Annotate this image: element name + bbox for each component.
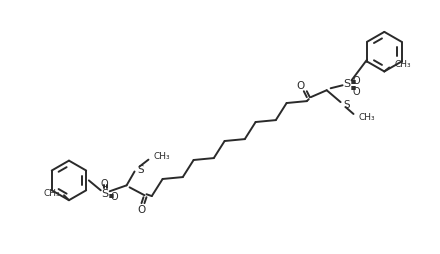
Text: S: S [138,164,144,174]
Text: CH₃: CH₃ [154,152,170,161]
Text: O: O [297,81,305,91]
Text: S: S [344,100,350,110]
Text: CH₃: CH₃ [394,60,411,69]
Text: O: O [111,192,118,201]
Text: O: O [101,179,109,189]
Text: O: O [353,87,360,97]
Text: CH₃: CH₃ [44,188,60,197]
Text: S: S [343,79,350,89]
Text: O: O [137,204,146,214]
Text: O: O [353,76,360,86]
Text: S: S [101,188,108,198]
Text: CH₃: CH₃ [359,113,375,122]
